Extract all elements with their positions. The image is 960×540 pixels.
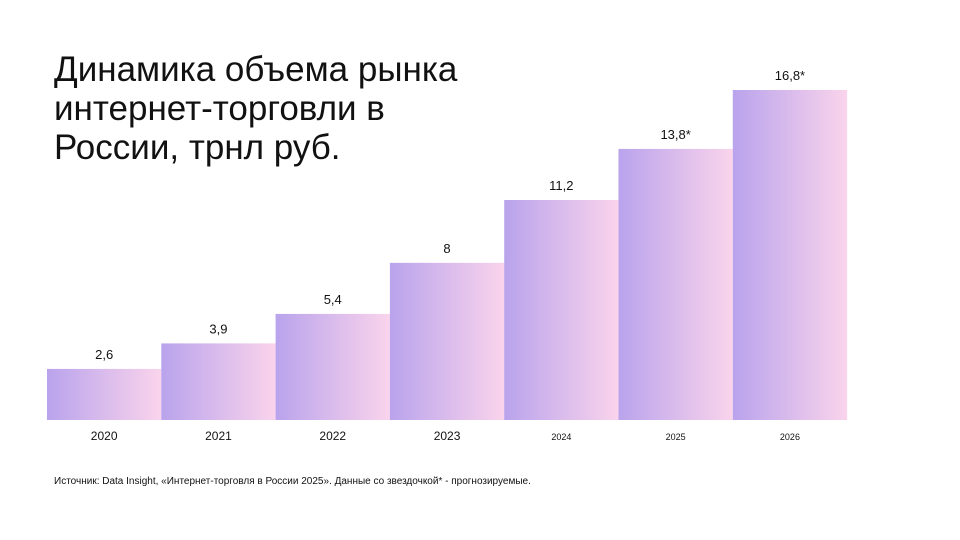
bar xyxy=(504,200,619,420)
x-tick-label: 2025 xyxy=(666,432,686,442)
x-tick-label: 2026 xyxy=(780,432,800,442)
value-label: 3,9 xyxy=(209,321,227,336)
value-label: 8 xyxy=(443,241,450,256)
bar xyxy=(732,90,848,420)
x-tick-label: 2023 xyxy=(434,429,461,443)
value-label: 2,6 xyxy=(95,347,113,362)
value-label: 16,8* xyxy=(775,68,805,83)
bar xyxy=(389,262,505,420)
value-label: 11,2 xyxy=(549,178,573,193)
bar xyxy=(618,148,733,420)
bar xyxy=(47,368,162,420)
value-label: 5,4 xyxy=(324,292,342,307)
source-note: Источник: Data Insight, «Интернет-торгов… xyxy=(54,476,531,487)
value-label: 13,8* xyxy=(660,127,690,142)
chart-title: Динамика объема рынка интернет-торговли … xyxy=(54,50,458,167)
x-tick-label: 2021 xyxy=(205,429,232,443)
bar xyxy=(161,343,276,420)
x-tick-label: 2024 xyxy=(551,432,571,442)
x-tick-label: 2020 xyxy=(91,429,118,443)
bar xyxy=(275,313,390,420)
x-tick-label: 2022 xyxy=(319,429,346,443)
